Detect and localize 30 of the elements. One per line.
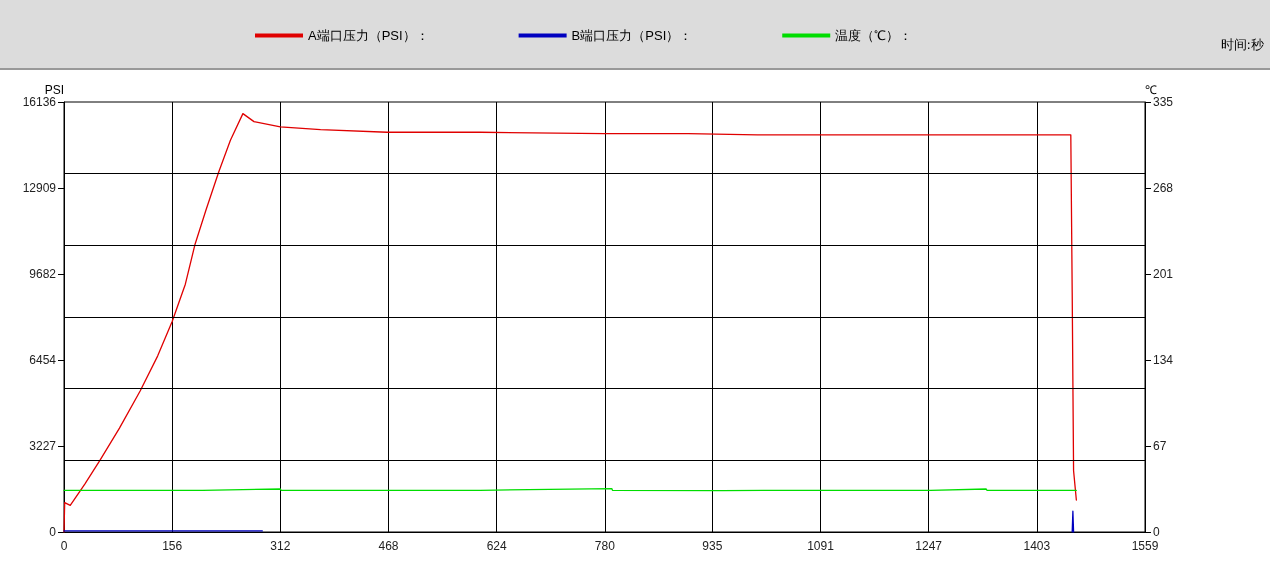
x-axis-title: 时间:秒 — [1220, 36, 1264, 54]
y2-tick-label: 0 — [1153, 525, 1160, 539]
x-tick-label: 1091 — [807, 539, 835, 553]
y-axis-title: PSI — [44, 83, 64, 97]
y-tick-label: 12909 — [22, 180, 57, 195]
y-tick-label: 16136 — [22, 95, 57, 109]
x-tick-label: 935 — [702, 539, 723, 553]
line-series — [63, 112, 1077, 533]
x-tick-label: 1403 — [1023, 539, 1051, 553]
y2-tick-label: 268 — [1153, 181, 1174, 195]
x-tick-label: 0 — [60, 539, 68, 553]
legend-label: A端口压力（PSI）： — [308, 28, 429, 43]
y2-tick-label: 335 — [1153, 95, 1174, 109]
y2-tick-label: 201 — [1153, 267, 1174, 281]
x-tick-label: 312 — [270, 539, 291, 553]
y2-axis-title: ℃ — [1145, 83, 1157, 97]
x-tick-label: 468 — [378, 539, 399, 553]
legend-label: 温度（℃）： — [835, 28, 913, 43]
y-tick-label: 0 — [49, 525, 57, 539]
y2-tick-label: 134 — [1153, 353, 1174, 367]
x-tick-label: 1247 — [915, 539, 943, 553]
x-tick-label: 156 — [162, 539, 183, 553]
legend-label: B端口压力（PSI）： — [571, 28, 693, 43]
y-tick-label: 9682 — [29, 266, 57, 281]
y-tick-label: 3227 — [29, 439, 57, 454]
x-tick-label: 1559 — [1131, 539, 1159, 553]
y-tick-label: 6454 — [29, 353, 57, 368]
y2-tick-label: 67 — [1153, 439, 1167, 453]
x-tick-label: 780 — [594, 539, 616, 553]
x-tick-label: 624 — [486, 539, 508, 553]
